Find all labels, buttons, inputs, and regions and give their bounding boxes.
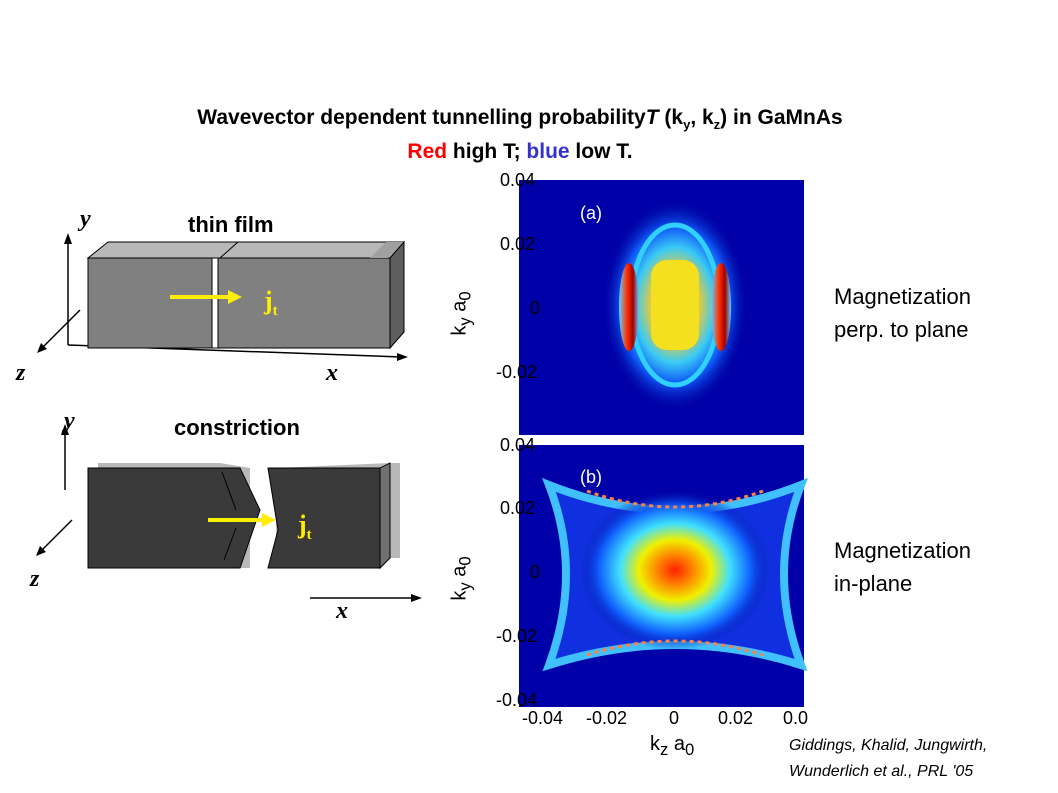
xtick: 0.02 <box>718 708 754 728</box>
panel-b-ytick: 0 <box>530 562 541 582</box>
xtick: 0 <box>669 708 680 728</box>
red-legend-word: Red <box>407 140 448 164</box>
panel-a-description: Magnetization perp. to plane <box>834 284 971 342</box>
panel-a-ytick: -0.02 <box>496 362 538 382</box>
panel-a-ytick: 0 <box>530 298 541 318</box>
thin-film-diagram <box>10 200 430 400</box>
constriction-axis-y: y <box>64 408 75 434</box>
panel-b-description: Magnetization in-plane <box>834 538 971 596</box>
constriction-drawing <box>36 424 422 602</box>
thin-film-axis-x: x <box>326 360 338 386</box>
panel-b-ytick: -0.02 <box>496 626 538 646</box>
title-line-1: Wavevector dependent tunnelling probabil… <box>197 106 843 133</box>
thin-film-axis-z: z <box>16 360 26 386</box>
constriction-diagram <box>10 410 430 630</box>
thin-film-current-label: jt <box>264 286 278 320</box>
panel-b-ytick: 0.02 <box>500 498 536 518</box>
tunnelling-plots <box>457 165 822 765</box>
constriction-axis-x: x <box>336 598 348 624</box>
panel-a-letter: (a) <box>580 203 602 223</box>
constriction-current-label: jt <box>298 510 312 544</box>
tunnelling-plots-svg <box>519 180 809 707</box>
panel-a-yaxis-label: ky a0 <box>448 291 475 336</box>
blue-legend-word: blue <box>526 140 570 164</box>
constriction-label: constriction <box>174 415 300 440</box>
panel-b-ytick: 0.04 <box>500 435 536 455</box>
thin-film-label: thin film <box>188 212 274 237</box>
panel-a-ytick: 0.04 <box>500 170 536 190</box>
constriction-axis-z: z <box>30 566 40 592</box>
xtick: -0.02 <box>586 708 628 728</box>
panel-b-letter: (b) <box>580 467 602 487</box>
xaxis-label: kz a0 <box>650 733 695 759</box>
title-line-2: Red high T; blue low T. <box>407 140 633 164</box>
panel-a-ytick: 0.02 <box>500 234 536 254</box>
xtick: -0.04 <box>522 708 564 728</box>
page-title: Wavevector dependent tunnelling probabil… <box>0 104 1040 165</box>
xtick: 0.0 <box>783 708 809 728</box>
thin-film-drawing <box>37 233 408 361</box>
citation: Giddings, Khalid, Jungwirth, Wunderlich … <box>789 737 988 780</box>
panel-b-ytick: -0.04 <box>496 690 538 710</box>
thin-film-axis-y: y <box>80 206 91 232</box>
panel-b-yaxis-label: ky a0 <box>448 556 475 601</box>
